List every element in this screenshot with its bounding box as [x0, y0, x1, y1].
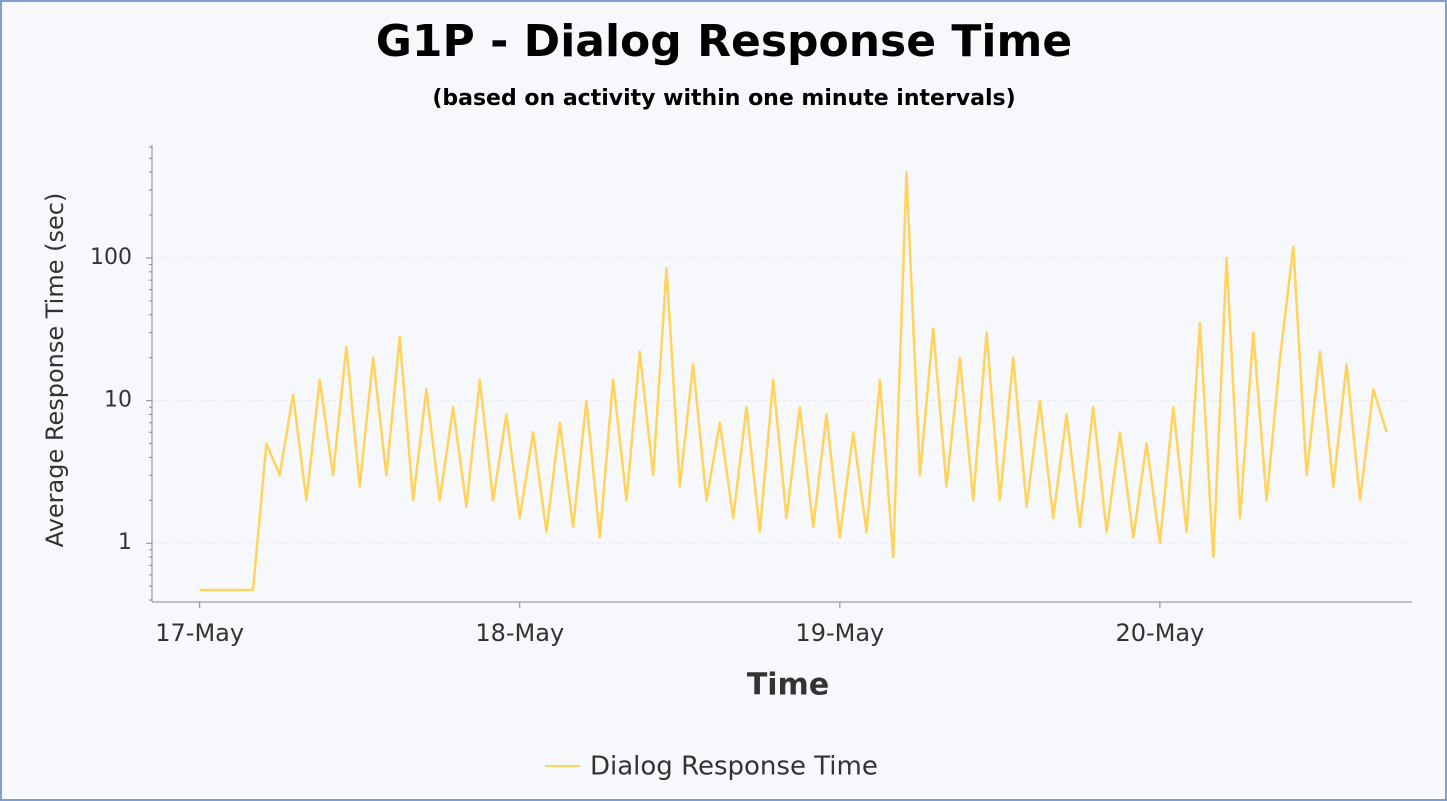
x-tick-label: 17-May [155, 619, 244, 647]
y-tick-label: 10 [104, 388, 132, 413]
y-axis-label: Average Response Time (sec) [41, 193, 69, 548]
chart-title: G1P - Dialog Response Time [376, 16, 1072, 67]
chart-subtitle: (based on activity within one minute int… [432, 86, 1015, 111]
y-tick-label: 100 [90, 245, 132, 270]
x-tick-label: 18-May [475, 619, 564, 647]
x-tick-label: 19-May [795, 619, 884, 647]
legend-label: Dialog Response Time [590, 752, 878, 782]
y-tick-label: 1 [118, 530, 132, 555]
x-axis-label: Time [747, 668, 829, 703]
x-tick-label: 20-May [1116, 619, 1205, 647]
data-line [199, 170, 1388, 592]
